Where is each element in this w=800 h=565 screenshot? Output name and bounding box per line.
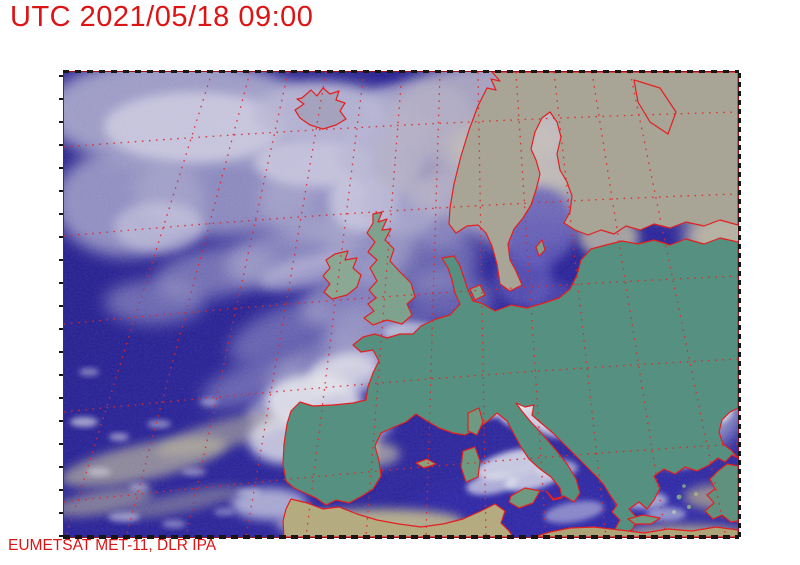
graticule-ticks-right bbox=[738, 72, 741, 537]
coastlines-layer bbox=[282, 72, 738, 537]
graticule-ticks-left bbox=[59, 72, 63, 537]
satellite-image bbox=[64, 72, 738, 537]
graticule-layer bbox=[64, 72, 738, 537]
timestamp-title: UTC 2021/05/18 09:00 bbox=[10, 1, 314, 33]
attribution-caption: EUMETSAT MET-11, DLR IPA bbox=[8, 537, 217, 554]
satellite-map bbox=[59, 70, 741, 539]
